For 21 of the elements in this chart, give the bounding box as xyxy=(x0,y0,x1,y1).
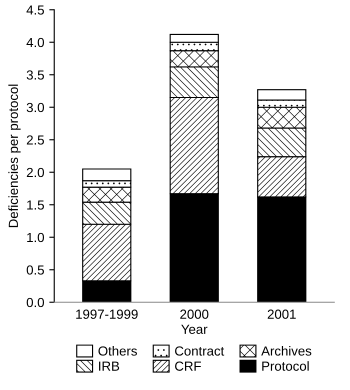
legend-label: IRB xyxy=(99,362,120,371)
y-tick-label: 3.0 xyxy=(26,102,44,112)
y-axis-title: Deficiencies per protocol xyxy=(8,84,21,228)
y-tick-label: 1.5 xyxy=(27,200,44,210)
legend-label: Others xyxy=(98,346,137,356)
x-tick-label: 2000 xyxy=(180,310,208,319)
x-tick-label: 2001 xyxy=(268,310,296,319)
y-tick-label: 2.0 xyxy=(26,168,44,178)
x-tick-label: 1997-1999 xyxy=(76,310,138,319)
y-tick-label: 3.5 xyxy=(26,70,44,80)
legend-label: CRF xyxy=(175,361,201,371)
y-tick-label: 0.0 xyxy=(26,298,44,308)
legend-label: Contract xyxy=(175,346,224,356)
y-tick-label: 4.5 xyxy=(26,5,44,15)
y-tick-label: 1.0 xyxy=(27,232,44,242)
y-tick-label: 2.5 xyxy=(26,135,44,145)
y-tick-label: 0.5 xyxy=(26,265,44,275)
y-tick-label: 4.0 xyxy=(26,38,44,48)
legend-label: Protocol xyxy=(262,361,309,371)
x-axis-title: Year xyxy=(181,324,208,334)
legend-label: Archives xyxy=(261,346,312,356)
